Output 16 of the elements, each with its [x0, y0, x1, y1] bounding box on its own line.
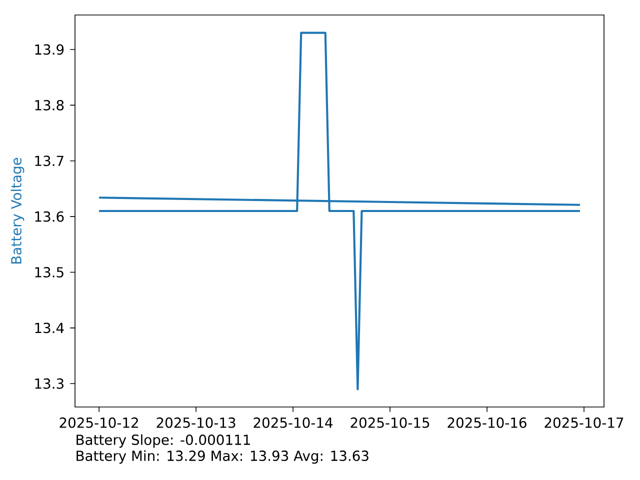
text: Battery Min: 13.29 Max: 13.93 Avg: 13.63 — [76, 450, 368, 464]
y-tick-label: 13.4 — [35, 322, 64, 334]
x-tick-label: 2025-10-14 — [254, 417, 333, 428]
x-tick-label: 2025-10-12 — [60, 417, 138, 428]
x-tick-label: 2025-10-16 — [448, 417, 526, 428]
y-axis-title: Battery Voltage — [10, 158, 24, 264]
x-tick-label: 2025-10-15 — [350, 417, 430, 428]
y-tick-label: 13.9 — [35, 44, 64, 55]
y-tick-label: 13.8 — [35, 100, 64, 110]
y-tick-label: 13.7 — [35, 156, 64, 166]
x-tick-label: 2025-10-13 — [156, 417, 236, 428]
text: Battery Slope: -0.000111 — [76, 434, 250, 448]
y-tick-label: 13.6 — [35, 211, 64, 222]
y-tick-label: 13.3 — [35, 378, 64, 389]
y-tick-label: 13.5 — [35, 267, 64, 278]
x-tick-label: 2025-10-17 — [544, 417, 624, 428]
